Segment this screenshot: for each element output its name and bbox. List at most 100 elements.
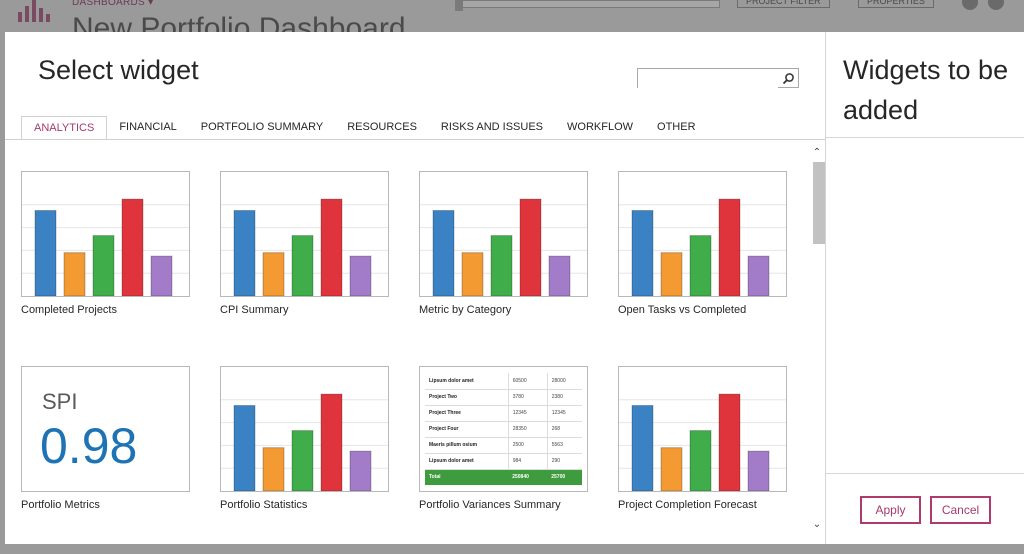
preview-bar — [262, 252, 285, 296]
table-cell: 2500 — [507, 437, 548, 454]
table-row: Lipsum dolor amet 984 290 — [425, 453, 582, 470]
widget-card-portfolio-metrics[interactable]: SPI 0.98 Portfolio Metrics — [21, 366, 201, 511]
tabs-divider — [5, 139, 825, 140]
preview-bar — [233, 405, 256, 491]
preview-bar — [747, 450, 770, 491]
table-cell: 2380 — [546, 389, 582, 406]
widget-card-completed-projects[interactable]: Completed Projects — [21, 171, 201, 316]
widget-card-open-tasks-vs-completed[interactable]: Open Tasks vs Completed — [618, 171, 798, 316]
widgets-to-add-pane: Widgets to be added Apply Cancel — [825, 32, 1024, 544]
widget-card-portfolio-statistics[interactable]: Portfolio Statistics — [220, 366, 400, 511]
widget-label: CPI Summary — [220, 304, 289, 316]
preview-bar — [233, 210, 256, 296]
preview-bar — [320, 393, 343, 491]
preview-bar — [262, 447, 285, 491]
preview-bar — [747, 255, 770, 296]
preview-bar — [150, 255, 173, 296]
preview-bar — [660, 252, 683, 296]
chevron-down-icon[interactable]: ⌄ — [812, 519, 822, 530]
table-cell: 12345 — [546, 405, 582, 422]
widget-picker-pane: Select widget ANALYTICS FINANCIAL PORTFO… — [5, 32, 825, 544]
table-total-row: Total 250840 25700 — [425, 469, 582, 485]
widget-card-cpi-summary[interactable]: CPI Summary — [220, 171, 400, 316]
widget-label: Portfolio Metrics — [21, 499, 100, 511]
widget-card-portfolio-variances-summary[interactable]: Lipsum dolor amet 60500 28000 Project Two 37… — [419, 366, 599, 511]
widget-preview: Lipsum dolor amet 60500 28000 Project Two 37… — [419, 366, 588, 492]
search-input[interactable] — [638, 70, 778, 88]
preview-bar — [121, 198, 144, 296]
tab-other[interactable]: OTHER — [657, 121, 696, 133]
preview-bar — [34, 210, 57, 296]
table-cell: Total — [425, 469, 509, 485]
table-row: Project Two 3780 2380 — [425, 389, 582, 406]
table-cell: Lipsum dolor amet — [425, 453, 509, 470]
widget-grid: Completed Projects CPI Summary Metric by… — [21, 171, 805, 544]
widget-grid-scrollbar[interactable]: ⌃ ⌄ — [809, 144, 825, 544]
table-row: Project Four 28350 268 — [425, 421, 582, 438]
widget-label: Portfolio Statistics — [220, 499, 308, 511]
preview-bar — [660, 447, 683, 491]
table-row: Lipsum dolor amet 60500 28000 — [425, 373, 582, 390]
scrollbar-thumb[interactable] — [813, 162, 825, 244]
chevron-up-icon[interactable]: ⌃ — [812, 147, 822, 158]
table-cell: 3780 — [507, 389, 548, 406]
preview-bar — [689, 430, 712, 491]
widget-preview — [21, 171, 190, 297]
widget-preview: SPI 0.98 — [21, 366, 190, 492]
divider — [826, 473, 1024, 474]
metric-value: 0.98 — [40, 418, 138, 474]
table-cell: 28350 — [507, 421, 548, 438]
tab-risks-and-issues[interactable]: RISKS AND ISSUES — [440, 121, 544, 133]
dialog-title: Select widget — [38, 55, 199, 85]
widget-label: Project Completion Forecast — [618, 499, 757, 511]
preview-bar — [519, 198, 542, 296]
table-row: Maeris pillum osium 2500 5563 — [425, 437, 582, 454]
table-cell: 25700 — [547, 469, 582, 485]
preview-bar — [631, 210, 654, 296]
preview-bar — [718, 393, 741, 491]
widget-label: Metric by Category — [419, 304, 512, 316]
widget-preview — [618, 366, 787, 492]
table-cell: Project Three — [425, 405, 509, 422]
app-logo — [18, 0, 52, 22]
table-cell: 984 — [507, 453, 548, 470]
preview-bar — [718, 198, 741, 296]
preview-table: Lipsum dolor amet 60500 28000 Project Two 37… — [425, 373, 582, 485]
table-cell: 268 — [546, 421, 582, 438]
select-widget-dialog: Select widget ANALYTICS FINANCIAL PORTFO… — [5, 32, 1024, 544]
table-cell: 28000 — [546, 373, 582, 390]
table-cell: 60500 — [507, 373, 548, 390]
widget-preview — [220, 171, 389, 297]
properties-button: PROPERTIES — [858, 0, 934, 8]
divider — [826, 137, 1024, 138]
preview-bar — [432, 210, 455, 296]
widget-label: Open Tasks vs Completed — [618, 304, 747, 316]
table-cell: Lipsum dolor amet — [425, 373, 509, 390]
widget-label: Portfolio Variances Summary — [419, 499, 561, 511]
table-cell: Project Four — [425, 421, 509, 438]
preview-bar — [490, 235, 513, 296]
preview-bar — [689, 235, 712, 296]
tab-resources[interactable]: RESOURCES — [347, 121, 417, 133]
preview-bar — [349, 255, 372, 296]
preview-bar — [291, 430, 314, 491]
cancel-button[interactable]: Cancel — [930, 496, 991, 524]
tab-workflow[interactable]: WORKFLOW — [567, 121, 634, 133]
preview-bar — [291, 235, 314, 296]
preview-bar — [461, 252, 484, 296]
preview-bar — [92, 235, 115, 296]
widget-card-project-completion-forecast[interactable]: Project Completion Forecast — [618, 366, 798, 511]
widgets-to-add-title: Widgets to be added — [843, 55, 1009, 125]
table-cell: 250840 — [508, 469, 548, 485]
preview-bar — [349, 450, 372, 491]
widget-card-metric-by-category[interactable]: Metric by Category — [419, 171, 599, 316]
apply-button[interactable]: Apply — [860, 496, 921, 524]
tab-financial[interactable]: FINANCIAL — [119, 121, 177, 133]
metric-name: SPI — [42, 389, 78, 414]
tab-analytics[interactable]: ANALYTICS — [21, 116, 108, 140]
widget-label: Completed Projects — [21, 304, 117, 316]
tab-portfolio-summary[interactable]: PORTFOLIO SUMMARY — [200, 121, 324, 133]
breadcrumb: DASHBOARDS ▾ — [72, 0, 154, 8]
search-icon[interactable] — [782, 72, 795, 85]
search-box[interactable] — [637, 68, 799, 88]
